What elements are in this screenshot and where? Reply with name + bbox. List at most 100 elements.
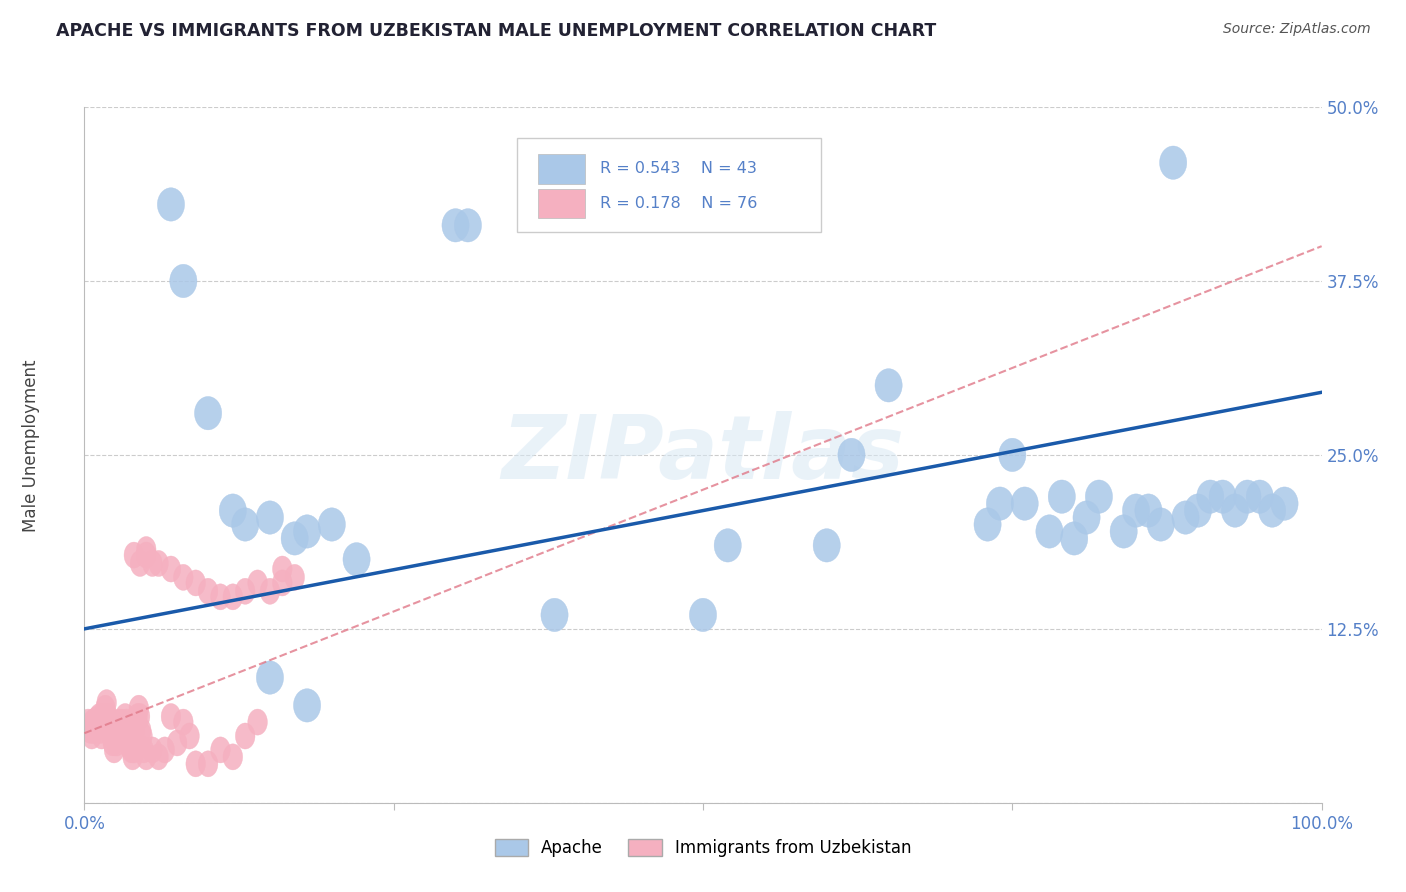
- Text: Source: ZipAtlas.com: Source: ZipAtlas.com: [1223, 22, 1371, 37]
- Ellipse shape: [1234, 480, 1261, 514]
- Ellipse shape: [127, 709, 146, 735]
- Ellipse shape: [101, 723, 121, 749]
- Ellipse shape: [98, 704, 118, 730]
- Ellipse shape: [173, 709, 193, 735]
- Ellipse shape: [90, 704, 110, 730]
- Ellipse shape: [84, 717, 104, 743]
- Ellipse shape: [91, 723, 111, 749]
- Ellipse shape: [1246, 480, 1274, 514]
- Ellipse shape: [273, 556, 292, 582]
- Ellipse shape: [132, 723, 152, 749]
- Ellipse shape: [118, 717, 138, 743]
- Ellipse shape: [117, 709, 136, 735]
- Text: APACHE VS IMMIGRANTS FROM UZBEKISTAN MALE UNEMPLOYMENT CORRELATION CHART: APACHE VS IMMIGRANTS FROM UZBEKISTAN MAL…: [56, 22, 936, 40]
- Ellipse shape: [343, 542, 370, 576]
- Ellipse shape: [155, 737, 174, 763]
- Ellipse shape: [149, 744, 169, 770]
- Ellipse shape: [83, 709, 103, 735]
- Ellipse shape: [224, 744, 243, 770]
- Ellipse shape: [1011, 487, 1038, 520]
- Ellipse shape: [121, 730, 141, 756]
- Ellipse shape: [1271, 487, 1298, 520]
- Legend: Apache, Immigrants from Uzbekistan: Apache, Immigrants from Uzbekistan: [488, 832, 918, 864]
- Ellipse shape: [1209, 480, 1236, 514]
- Ellipse shape: [1258, 494, 1285, 527]
- Ellipse shape: [1184, 494, 1212, 527]
- Ellipse shape: [232, 508, 259, 541]
- Ellipse shape: [1111, 515, 1137, 549]
- Ellipse shape: [104, 737, 124, 763]
- Ellipse shape: [235, 578, 254, 604]
- Ellipse shape: [541, 599, 568, 632]
- Ellipse shape: [136, 542, 156, 568]
- Text: R = 0.178    N = 76: R = 0.178 N = 76: [600, 196, 758, 211]
- Ellipse shape: [454, 209, 481, 242]
- Ellipse shape: [89, 709, 108, 735]
- Ellipse shape: [987, 487, 1014, 520]
- FancyBboxPatch shape: [538, 189, 585, 219]
- Ellipse shape: [1197, 480, 1223, 514]
- Ellipse shape: [112, 717, 132, 743]
- Ellipse shape: [97, 690, 117, 715]
- Ellipse shape: [93, 709, 112, 735]
- Ellipse shape: [103, 730, 122, 756]
- Ellipse shape: [714, 529, 741, 562]
- Ellipse shape: [441, 209, 470, 242]
- Ellipse shape: [80, 717, 100, 743]
- Ellipse shape: [110, 709, 129, 735]
- Ellipse shape: [1160, 146, 1187, 179]
- Ellipse shape: [124, 737, 143, 763]
- Ellipse shape: [1173, 500, 1199, 534]
- Ellipse shape: [157, 187, 184, 221]
- Ellipse shape: [121, 737, 141, 763]
- Ellipse shape: [142, 550, 162, 576]
- Ellipse shape: [79, 709, 98, 735]
- Ellipse shape: [111, 709, 131, 735]
- Ellipse shape: [194, 396, 222, 430]
- Ellipse shape: [318, 508, 346, 541]
- Ellipse shape: [247, 709, 267, 735]
- Ellipse shape: [1060, 522, 1088, 555]
- FancyBboxPatch shape: [517, 138, 821, 232]
- Ellipse shape: [120, 723, 139, 749]
- Ellipse shape: [108, 723, 128, 749]
- Ellipse shape: [136, 536, 156, 563]
- Ellipse shape: [129, 695, 149, 722]
- Ellipse shape: [128, 704, 148, 730]
- Ellipse shape: [1049, 480, 1076, 514]
- Ellipse shape: [998, 438, 1026, 472]
- Ellipse shape: [173, 565, 193, 591]
- Ellipse shape: [260, 578, 280, 604]
- Ellipse shape: [90, 717, 110, 743]
- Ellipse shape: [198, 578, 218, 604]
- Ellipse shape: [1073, 500, 1099, 534]
- Ellipse shape: [838, 438, 865, 472]
- Ellipse shape: [219, 494, 246, 527]
- Ellipse shape: [1147, 508, 1174, 541]
- Ellipse shape: [136, 744, 156, 770]
- Ellipse shape: [256, 661, 284, 694]
- Ellipse shape: [100, 709, 120, 735]
- Ellipse shape: [1135, 494, 1161, 527]
- Ellipse shape: [111, 717, 129, 743]
- Ellipse shape: [256, 500, 284, 534]
- Ellipse shape: [224, 584, 243, 610]
- Ellipse shape: [170, 264, 197, 298]
- Ellipse shape: [114, 723, 134, 749]
- Ellipse shape: [294, 515, 321, 549]
- Ellipse shape: [813, 529, 841, 562]
- Ellipse shape: [122, 744, 142, 770]
- Ellipse shape: [82, 723, 101, 749]
- Ellipse shape: [247, 570, 267, 596]
- Ellipse shape: [285, 565, 305, 591]
- Text: Male Unemployment: Male Unemployment: [22, 359, 39, 533]
- Ellipse shape: [1122, 494, 1150, 527]
- Ellipse shape: [281, 522, 308, 555]
- Ellipse shape: [235, 723, 254, 749]
- Ellipse shape: [198, 751, 218, 777]
- Ellipse shape: [162, 556, 181, 582]
- Ellipse shape: [107, 730, 127, 756]
- Ellipse shape: [96, 695, 115, 722]
- Ellipse shape: [180, 723, 200, 749]
- Ellipse shape: [94, 704, 114, 730]
